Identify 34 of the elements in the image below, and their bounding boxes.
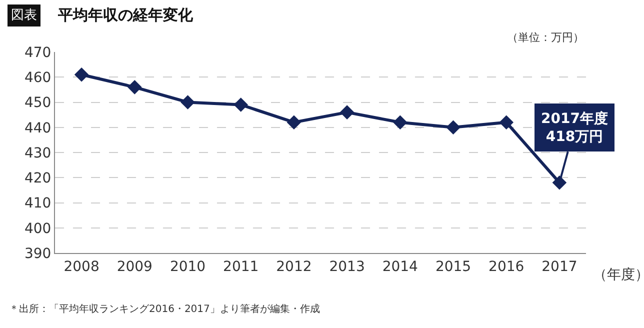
y-tick-label: 470	[24, 44, 52, 61]
point	[234, 98, 248, 112]
point	[74, 67, 89, 82]
y-tick-label: 430	[24, 145, 52, 162]
y-tick-label: 410	[24, 196, 52, 212]
point	[128, 80, 142, 94]
text: （単位：万円）	[507, 31, 584, 44]
point	[393, 115, 408, 130]
x-tick-label: 2012	[276, 258, 312, 275]
point	[286, 115, 302, 130]
y-tick-label: 440	[24, 120, 52, 136]
y-tick-label: 420	[24, 170, 52, 187]
x-tick-label: 2008	[64, 258, 100, 275]
x-tick-label: 2013	[329, 258, 365, 275]
point	[499, 115, 514, 130]
x-tick-label: 2014	[382, 258, 418, 275]
annotation: 2017年度 418万円	[541, 110, 608, 146]
text: ＊出所：「平均年収ランキング2016・2017」より筆者が編集・作成	[9, 303, 320, 315]
x-tick-label: 2011	[223, 258, 259, 275]
y-tick-label: 400	[24, 220, 52, 237]
chart-title: 平均年収の経年変化	[57, 6, 194, 24]
x-tick-label: 2016	[488, 258, 524, 275]
x-tick-label: 2009	[116, 258, 152, 275]
text: 図表	[11, 8, 37, 23]
x-tick-label: 2010	[170, 258, 206, 275]
x-tick-label: 2015	[435, 258, 472, 275]
point	[446, 120, 460, 135]
x-axis-title: （年度）	[593, 267, 644, 283]
y-tick-label: 450	[24, 95, 52, 112]
x-tick-label: 2017	[542, 258, 578, 275]
y-tick-label: 390	[24, 246, 52, 262]
point	[180, 95, 195, 110]
point	[340, 105, 354, 120]
y-tick-label: 460	[24, 70, 52, 86]
